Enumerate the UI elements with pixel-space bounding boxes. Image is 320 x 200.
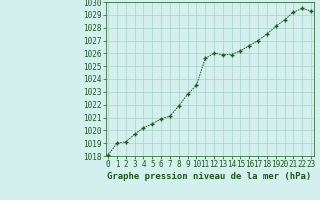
X-axis label: Graphe pression niveau de la mer (hPa): Graphe pression niveau de la mer (hPa) xyxy=(108,172,312,181)
